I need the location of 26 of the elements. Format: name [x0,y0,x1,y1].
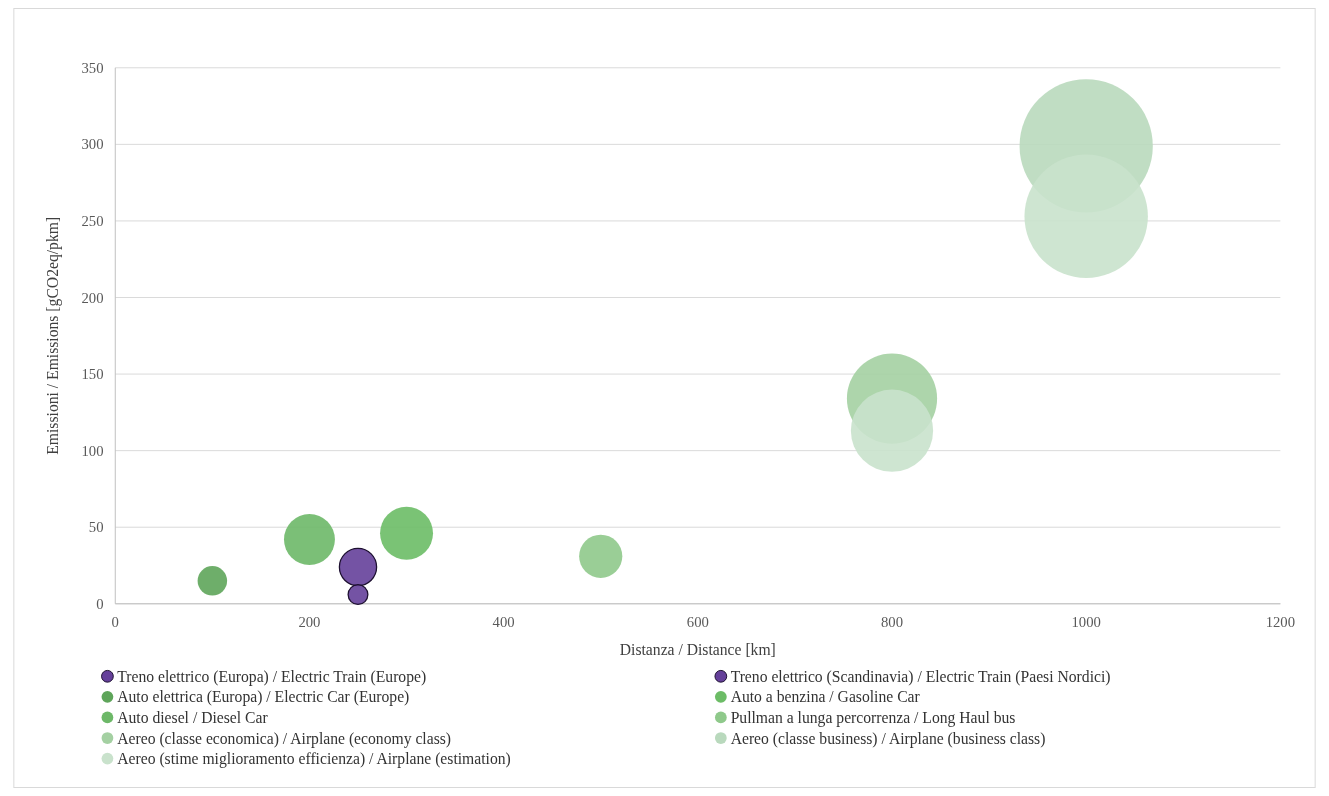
x-tick-label: 0 [111,614,119,631]
y-tick-label: 350 [81,59,104,76]
x-tick-label: 400 [492,614,515,631]
y-tick-label: 50 [88,519,104,536]
legend-label: Aereo (classe economica) / Airplane (economy class) [117,729,452,748]
x-tick-label: 800 [880,614,904,631]
legend-label: Aereo (stime miglioramento efficienza) / Airplane (estimation) [117,750,511,769]
legend-label: Aereo (classe business) / Airplane (business class) [730,729,1046,748]
y-axis-title: Emissioni / Emissions [gCO2eq/pkm] [44,216,63,455]
y-tick-label: 200 [81,289,104,306]
legend-label: Pullman a lunga percorrenza / Long Haul bus [730,708,1016,727]
x-tick-label: 1000 [1071,614,1101,631]
x-tick-label: 600 [686,614,709,631]
legend-label: Auto a benzina / Gasoline Car [730,688,921,706]
y-tick-label: 250 [81,213,104,230]
legend-label: Treno elettrico (Europa) / Electric Train (Europe) [117,667,427,686]
x-tick-label: 200 [298,614,321,631]
legend-label: Auto diesel / Diesel Car [117,708,269,726]
y-tick-label: 300 [81,136,104,153]
x-tick-label: 1200 [1265,614,1296,631]
legend-label: Auto elettrica (Europa) / Electric Car (Europe) [117,688,410,707]
y-tick-label: 150 [81,366,104,383]
legend-label: Treno elettrico (Scandinavia) / Electric Train (Paesi Nordici) [730,667,1111,686]
y-tick-label: 100 [81,442,104,459]
x-axis-title: Distanza / Distance [km] [619,640,776,658]
y-tick-label: 0 [96,595,104,612]
